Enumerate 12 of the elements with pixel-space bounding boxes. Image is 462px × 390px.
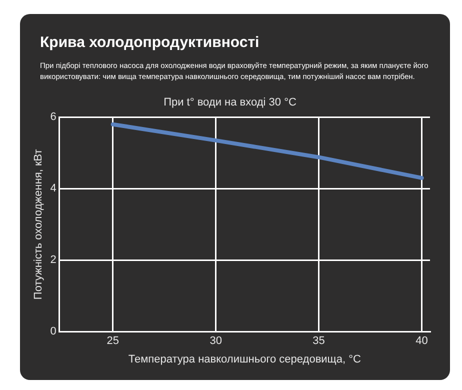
y-axis-title: Потужність охолодження, кВт: [32, 149, 45, 300]
x-tick-label: 40: [416, 335, 428, 348]
y-tick-label: 0: [50, 326, 56, 338]
chart-title: Крива холодопродуктивності: [40, 34, 260, 51]
y-tick-label: 2: [50, 254, 56, 266]
chart-subtitle: При t° води на вході 30 °C: [164, 96, 296, 109]
x-tick-label: 25: [106, 335, 119, 348]
x-tick-label: 35: [312, 335, 325, 348]
y-tick-label: 4: [50, 182, 56, 195]
y-tick-label: 6: [50, 111, 56, 124]
x-tick-label: 30: [210, 335, 222, 348]
x-axis-title: Температура навколишнього середовища, °C: [128, 353, 361, 366]
